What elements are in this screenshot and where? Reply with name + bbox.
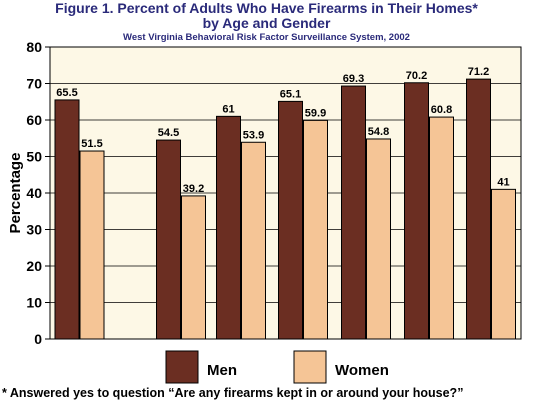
data-label: 65.1 — [280, 88, 301, 100]
bar-men-2 — [156, 139, 181, 340]
bar-men-7 — [466, 78, 491, 340]
bar-men-4 — [278, 100, 303, 340]
data-label: 39.2 — [183, 183, 204, 195]
y-tick-label: 30 — [26, 222, 42, 238]
data-label: 70.2 — [406, 70, 427, 82]
legend: Men Women — [165, 350, 389, 384]
bar-men-5 — [341, 85, 366, 340]
legend-label-men: Men — [207, 362, 237, 379]
data-label: 71.2 — [468, 66, 489, 78]
data-label: 65.5 — [56, 87, 77, 99]
data-label: 54.5 — [158, 127, 179, 139]
data-label: 61 — [222, 103, 234, 115]
chart-subtitle: West Virginia Behavioral Risk Factor Sur… — [123, 32, 410, 43]
data-label: 53.9 — [243, 129, 264, 141]
legend-swatch-men — [165, 350, 199, 384]
bar-men-1 — [54, 99, 80, 340]
y-tick-label: 70 — [26, 76, 42, 92]
data-label: 54.8 — [368, 126, 389, 138]
y-tick-label: 80 — [26, 39, 42, 55]
data-label: 69.3 — [343, 73, 364, 85]
footnote: * Answered yes to question “Are any fire… — [2, 386, 464, 400]
chart-title-line2: by Age and Gender — [202, 15, 331, 31]
bar-women-7 — [491, 188, 516, 340]
bar-women-1 — [79, 150, 105, 340]
bar-men-3 — [216, 115, 241, 340]
data-label: 60.8 — [431, 104, 452, 116]
data-label: 41 — [497, 176, 509, 188]
chart-title: Figure 1. Percent of Adults Who Have Fir… — [55, 0, 478, 16]
y-tick-label: 50 — [26, 149, 42, 165]
bar-women-3 — [241, 141, 266, 340]
legend-label-women: Women — [335, 362, 389, 379]
bar-women-4 — [303, 119, 328, 340]
bar-men-6 — [404, 82, 429, 340]
data-label: 59.9 — [305, 107, 326, 119]
bar-women-2 — [181, 195, 206, 340]
y-tick-label: 40 — [26, 185, 42, 201]
bars — [54, 78, 516, 340]
data-label: 51.5 — [81, 138, 102, 150]
y-tick-label: 60 — [26, 112, 42, 128]
y-tick-label: 10 — [26, 295, 42, 311]
y-axis-ticks: 0 10 20 30 40 50 60 70 80 — [26, 39, 50, 347]
y-tick-label: 20 — [26, 258, 42, 274]
bar-women-6 — [429, 116, 454, 340]
y-axis-label: Percentage — [7, 153, 24, 234]
legend-swatch-women — [293, 350, 327, 384]
y-tick-label: 0 — [34, 331, 42, 347]
data-labels: 65.5 54.5 61 65.1 69.3 70.2 71.2 51.5 39.2 53.9 59… — [56, 66, 509, 195]
bar-women-5 — [366, 138, 391, 340]
